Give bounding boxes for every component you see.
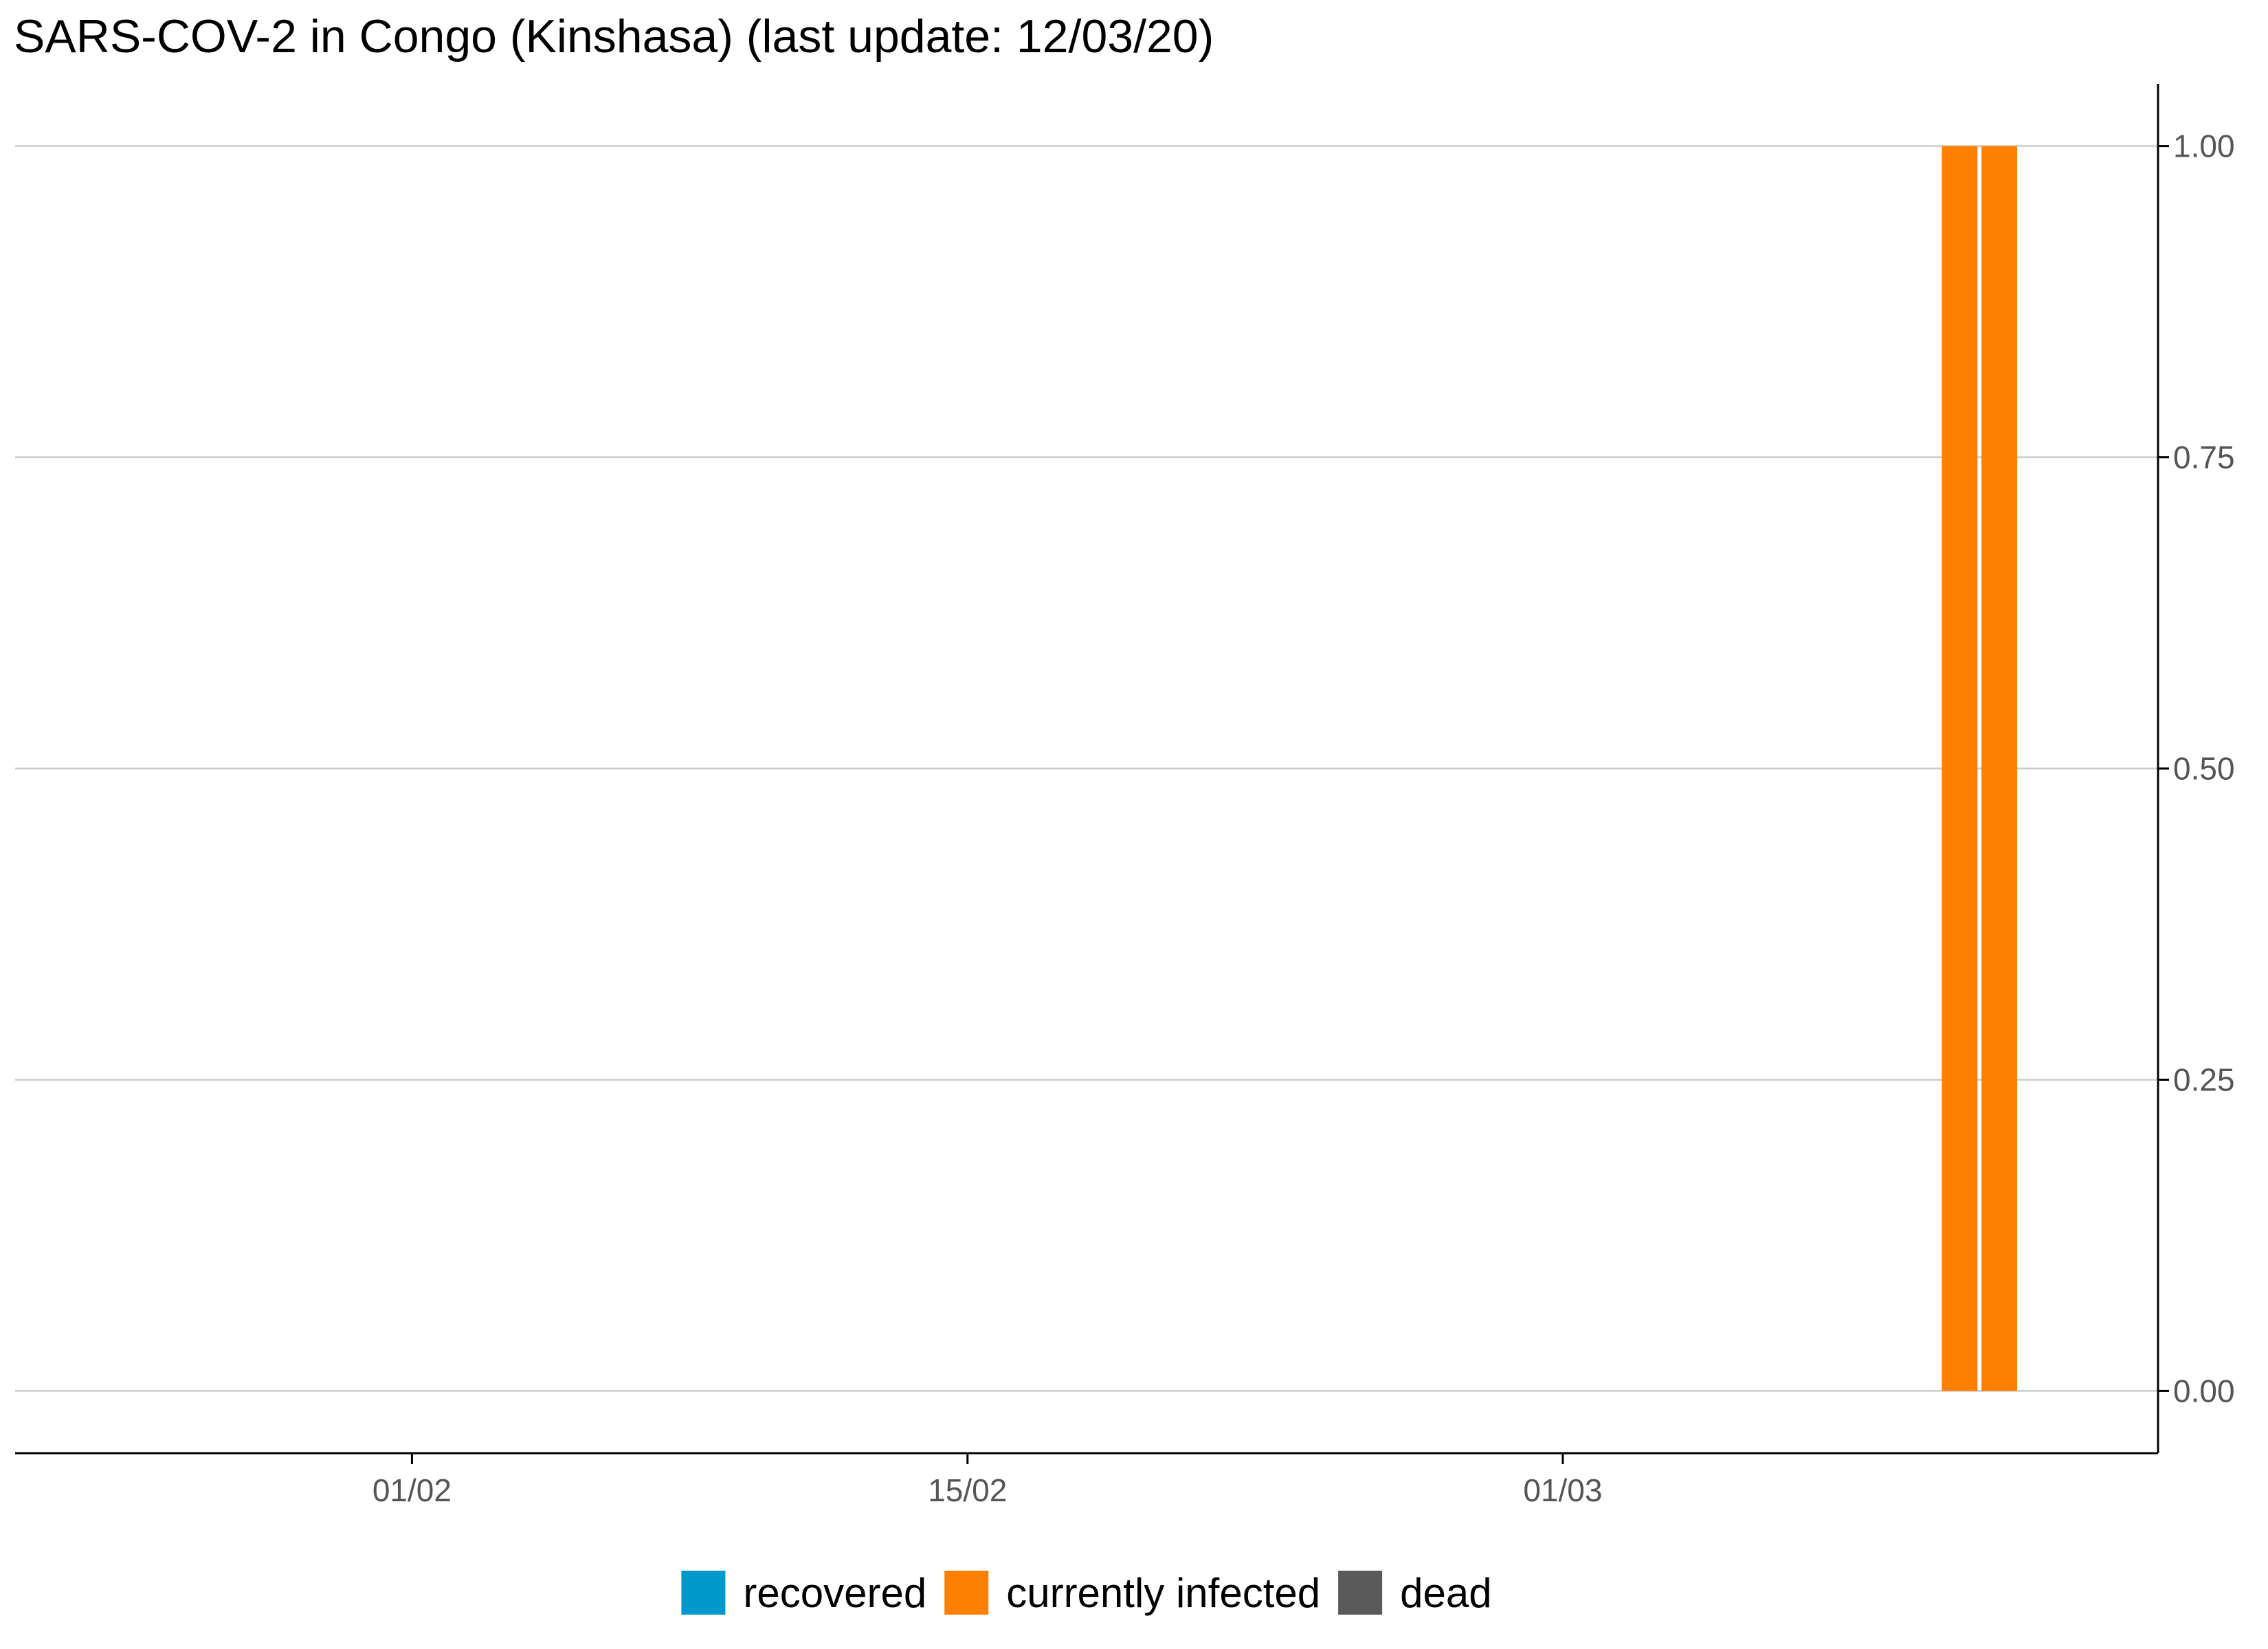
legend-item: recovered — [681, 1570, 926, 1616]
legend-swatch — [944, 1571, 989, 1615]
bar-currently-infected — [1981, 146, 2018, 1391]
x-tick-label: 01/03 — [1523, 1472, 1602, 1508]
legend-label: currently infected — [1006, 1570, 1320, 1616]
y-tick-label: 0.50 — [2173, 751, 2235, 787]
x-tick-label: 01/02 — [373, 1472, 452, 1508]
x-axis-ticks: 01/02 15/02 01/03 — [373, 1453, 1602, 1508]
y-tick-label: 0.25 — [2173, 1062, 2235, 1097]
legend-item: dead — [1338, 1570, 1492, 1616]
legend: recovered currently infected dead — [681, 1570, 1492, 1616]
y-axis-ticks: 0.00 0.25 0.50 0.75 1.00 — [2158, 128, 2235, 1409]
y-tick-label: 1.00 — [2173, 128, 2235, 164]
legend-swatch — [681, 1571, 726, 1615]
legend-item: currently infected — [944, 1570, 1320, 1616]
gridlines — [15, 145, 2158, 1392]
y-tick-label: 0.00 — [2173, 1373, 2235, 1409]
legend-label: recovered — [743, 1570, 926, 1616]
bar-currently-infected — [1942, 146, 1978, 1391]
y-tick-label: 0.75 — [2173, 440, 2235, 475]
x-tick-label: 15/02 — [928, 1472, 1007, 1508]
legend-label: dead — [1400, 1570, 1491, 1616]
bars — [1942, 146, 2018, 1391]
legend-swatch — [1338, 1571, 1383, 1615]
chart-title: SARS-COV-2 in Congo (Kinshasa) (last upd… — [14, 10, 1214, 63]
